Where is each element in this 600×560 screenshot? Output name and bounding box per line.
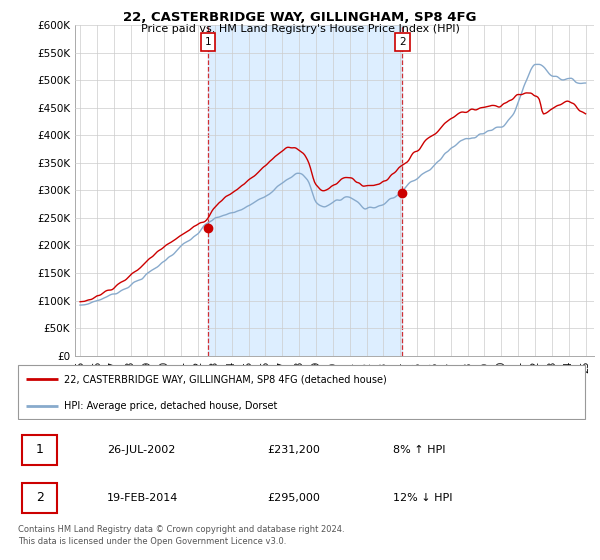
Text: HPI: Average price, detached house, Dorset: HPI: Average price, detached house, Dors… <box>64 401 277 411</box>
Text: 12% ↓ HPI: 12% ↓ HPI <box>393 493 452 503</box>
Text: £231,200: £231,200 <box>267 445 320 455</box>
Text: 19-FEB-2014: 19-FEB-2014 <box>107 493 178 503</box>
Text: Contains HM Land Registry data © Crown copyright and database right 2024.
This d: Contains HM Land Registry data © Crown c… <box>18 525 344 546</box>
Text: 2: 2 <box>399 37 406 46</box>
Text: 1: 1 <box>205 37 211 46</box>
Text: 26-JUL-2002: 26-JUL-2002 <box>107 445 175 455</box>
FancyBboxPatch shape <box>18 365 585 419</box>
FancyBboxPatch shape <box>22 483 58 512</box>
Text: 2: 2 <box>36 491 44 504</box>
Text: 22, CASTERBRIDGE WAY, GILLINGHAM, SP8 4FG: 22, CASTERBRIDGE WAY, GILLINGHAM, SP8 4F… <box>123 11 477 24</box>
Text: 22, CASTERBRIDGE WAY, GILLINGHAM, SP8 4FG (detached house): 22, CASTERBRIDGE WAY, GILLINGHAM, SP8 4F… <box>64 374 386 384</box>
Text: 1: 1 <box>36 444 44 456</box>
Bar <box>208 25 402 356</box>
Text: £295,000: £295,000 <box>267 493 320 503</box>
Text: Price paid vs. HM Land Registry's House Price Index (HPI): Price paid vs. HM Land Registry's House … <box>140 24 460 34</box>
FancyBboxPatch shape <box>22 435 58 465</box>
Text: 8% ↑ HPI: 8% ↑ HPI <box>393 445 446 455</box>
